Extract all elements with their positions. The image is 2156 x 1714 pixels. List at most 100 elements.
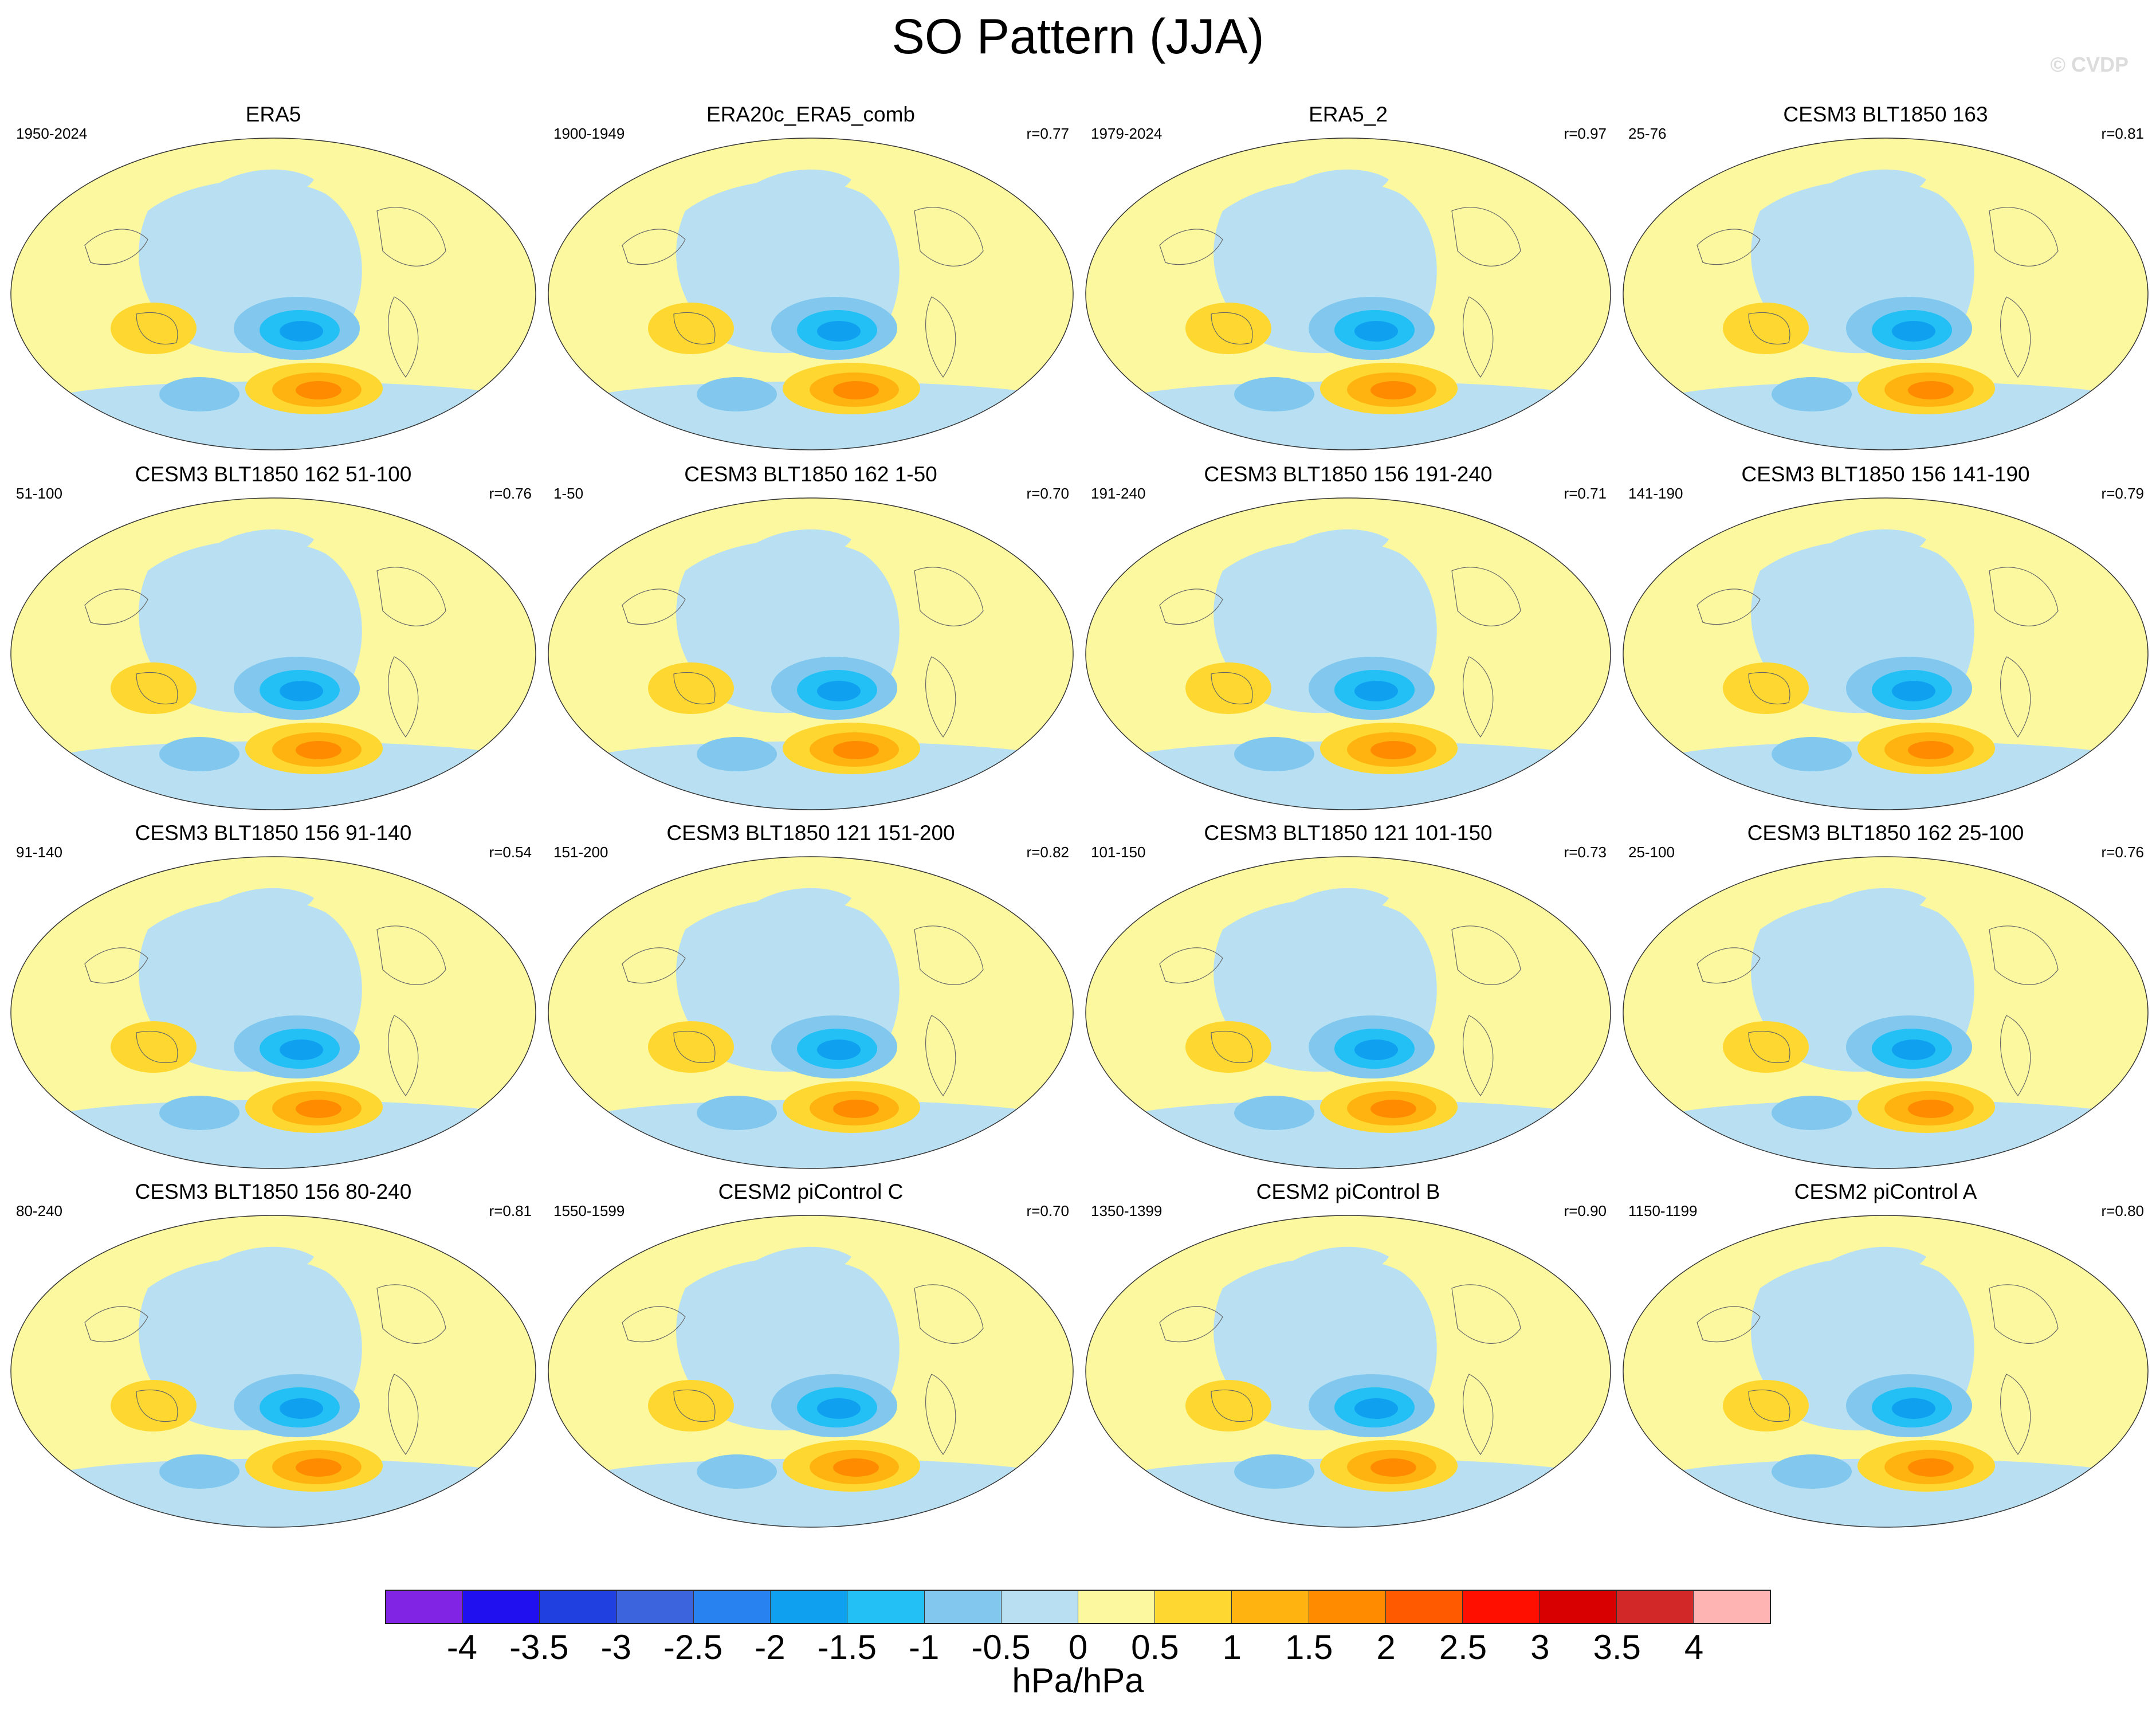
robinson-map	[548, 856, 1074, 1169]
colorbar-tick-label: -2	[755, 1628, 786, 1666]
panel-title: CESM3 BLT1850 162 1-50	[684, 462, 937, 486]
panel-correlation: r=0.97	[1564, 125, 1607, 142]
panel-period: 80-240	[16, 1202, 62, 1219]
map-panel: CESM2 piControl C 1550-1599 r=0.70	[542, 1179, 1079, 1537]
colorbar-segment	[847, 1591, 925, 1623]
field-contours	[1623, 498, 2148, 810]
panel-title: ERA20c_ERA5_comb	[706, 103, 916, 126]
field-contours	[11, 857, 536, 1168]
colorbar-segment	[386, 1591, 464, 1623]
field-contours	[11, 498, 536, 810]
field-contours	[11, 1215, 536, 1527]
colorbar-tick-label: -1	[909, 1628, 940, 1666]
panel-correlation: r=0.81	[489, 1202, 532, 1219]
map-panel: CESM3 BLT1850 163 25-76 r=0.81	[1617, 102, 2154, 460]
panel-period: 191-240	[1091, 485, 1146, 502]
map-panel: CESM3 BLT1850 156 91-140 91-140 r=0.54	[5, 821, 542, 1179]
panel-period: 101-150	[1091, 844, 1146, 861]
robinson-map	[10, 1215, 536, 1528]
panel-title: CESM2 piControl C	[718, 1180, 904, 1203]
figure-title: SO Pattern (JJA)	[892, 9, 1264, 64]
panel-correlation: r=0.90	[1564, 1202, 1607, 1219]
colorbar-tick-label: -2.5	[663, 1628, 723, 1666]
panel-correlation: r=0.71	[1564, 485, 1607, 502]
colorbar-tick-label: -1.5	[817, 1628, 877, 1666]
colorbar-tick-label: 2	[1376, 1628, 1396, 1666]
colorbar-segment	[463, 1591, 540, 1623]
panel-period: 141-190	[1628, 485, 1683, 502]
panel-period: 1-50	[553, 485, 584, 502]
panel-title: ERA5	[245, 103, 301, 126]
colorbar-segment	[1693, 1591, 1770, 1623]
colorbar-tick-label: 2.5	[1439, 1628, 1487, 1666]
map-panel: CESM3 BLT1850 156 141-190 141-190 r=0.79	[1617, 462, 2154, 820]
field-contours	[1086, 857, 1611, 1168]
panel-correlation: r=0.70	[1026, 1202, 1069, 1219]
robinson-map	[1085, 856, 1611, 1169]
map-panel: CESM3 BLT1850 162 1-50 1-50 r=0.70	[542, 462, 1079, 820]
panel-correlation: r=0.81	[2101, 125, 2144, 142]
colorbar-segment	[616, 1591, 694, 1623]
panel-period: 51-100	[16, 485, 62, 502]
robinson-map	[1623, 1215, 2149, 1528]
panel-period: 1150-1199	[1628, 1202, 1698, 1219]
colorbar-segment	[1540, 1591, 1617, 1623]
panel-period: 1550-1599	[553, 1202, 625, 1219]
field-contours	[11, 138, 536, 450]
colorbar-tick-label: -3	[600, 1628, 631, 1666]
robinson-map	[10, 497, 536, 810]
map-panel: CESM3 BLT1850 162 25-100 25-100 r=0.76	[1617, 821, 2154, 1179]
panel-title: CESM3 BLT1850 162 51-100	[135, 462, 412, 486]
field-contours	[1623, 1215, 2148, 1527]
panel-period: 151-200	[553, 844, 608, 861]
robinson-map	[548, 1215, 1074, 1528]
robinson-map	[10, 856, 536, 1169]
panel-period: 1350-1399	[1091, 1202, 1163, 1219]
map-panel: CESM2 piControl B 1350-1399 r=0.90	[1079, 1179, 1617, 1537]
colorbar-segment	[693, 1591, 771, 1623]
map-panel: ERA5_2 1979-2024 r=0.97	[1079, 102, 1617, 460]
panel-correlation: r=0.79	[2101, 485, 2144, 502]
panel-title: CESM3 BLT1850 156 91-140	[135, 821, 412, 845]
field-contours	[1086, 138, 1611, 450]
colorbar-segment	[771, 1591, 848, 1623]
field-contours	[1086, 1215, 1611, 1527]
field-contours	[1623, 138, 2148, 450]
panel-title: ERA5_2	[1309, 103, 1388, 126]
map-panel: CESM3 BLT1850 121 101-150 101-150 r=0.73	[1079, 821, 1617, 1179]
robinson-map	[10, 138, 536, 450]
panel-correlation: r=0.76	[489, 485, 532, 502]
colorbar-segment	[1078, 1591, 1156, 1623]
map-panel: ERA5 1950-2024	[5, 102, 542, 460]
panel-correlation: r=0.80	[2101, 1202, 2144, 1219]
field-contours	[1623, 857, 2148, 1168]
colorbar-units: hPa/hPa	[1012, 1661, 1144, 1700]
panel-title: CESM3 BLT1850 121 101-150	[1204, 821, 1493, 845]
colorbar	[385, 1590, 1771, 1624]
robinson-map	[1085, 497, 1611, 810]
colorbar-segment	[1616, 1591, 1694, 1623]
robinson-map	[548, 497, 1074, 810]
field-contours	[548, 498, 1073, 810]
panel-title: CESM2 piControl A	[1794, 1180, 1977, 1203]
panel-title: CESM3 BLT1850 162 25-100	[1747, 821, 2024, 845]
cvdp-watermark: © CVDP	[2050, 53, 2128, 76]
map-panel: CESM3 BLT1850 156 191-240 191-240 r=0.71	[1079, 462, 1617, 820]
colorbar-tick-label: 1.5	[1285, 1628, 1333, 1666]
panel-period: 1900-1949	[553, 125, 625, 142]
colorbar-tick-label: 3.5	[1593, 1628, 1641, 1666]
robinson-map	[1085, 138, 1611, 450]
colorbar-segment	[1155, 1591, 1232, 1623]
panel-correlation: r=0.82	[1026, 844, 1069, 861]
map-panel: CESM3 BLT1850 121 151-200 151-200 r=0.82	[542, 821, 1079, 1179]
colorbar-tick-label: 0.5	[1131, 1628, 1179, 1666]
colorbar-segment	[1385, 1591, 1463, 1623]
colorbar-tick-label: -4	[446, 1628, 478, 1666]
panel-title: CESM3 BLT1850 156 141-190	[1741, 462, 2030, 486]
colorbar-tick-label: 4	[1684, 1628, 1704, 1666]
field-contours	[548, 1215, 1073, 1527]
panel-correlation: r=0.73	[1564, 844, 1607, 861]
colorbar-segment	[924, 1591, 1002, 1623]
colorbar-segment	[1463, 1591, 1540, 1623]
panel-title: CESM3 BLT1850 156 80-240	[135, 1180, 412, 1203]
